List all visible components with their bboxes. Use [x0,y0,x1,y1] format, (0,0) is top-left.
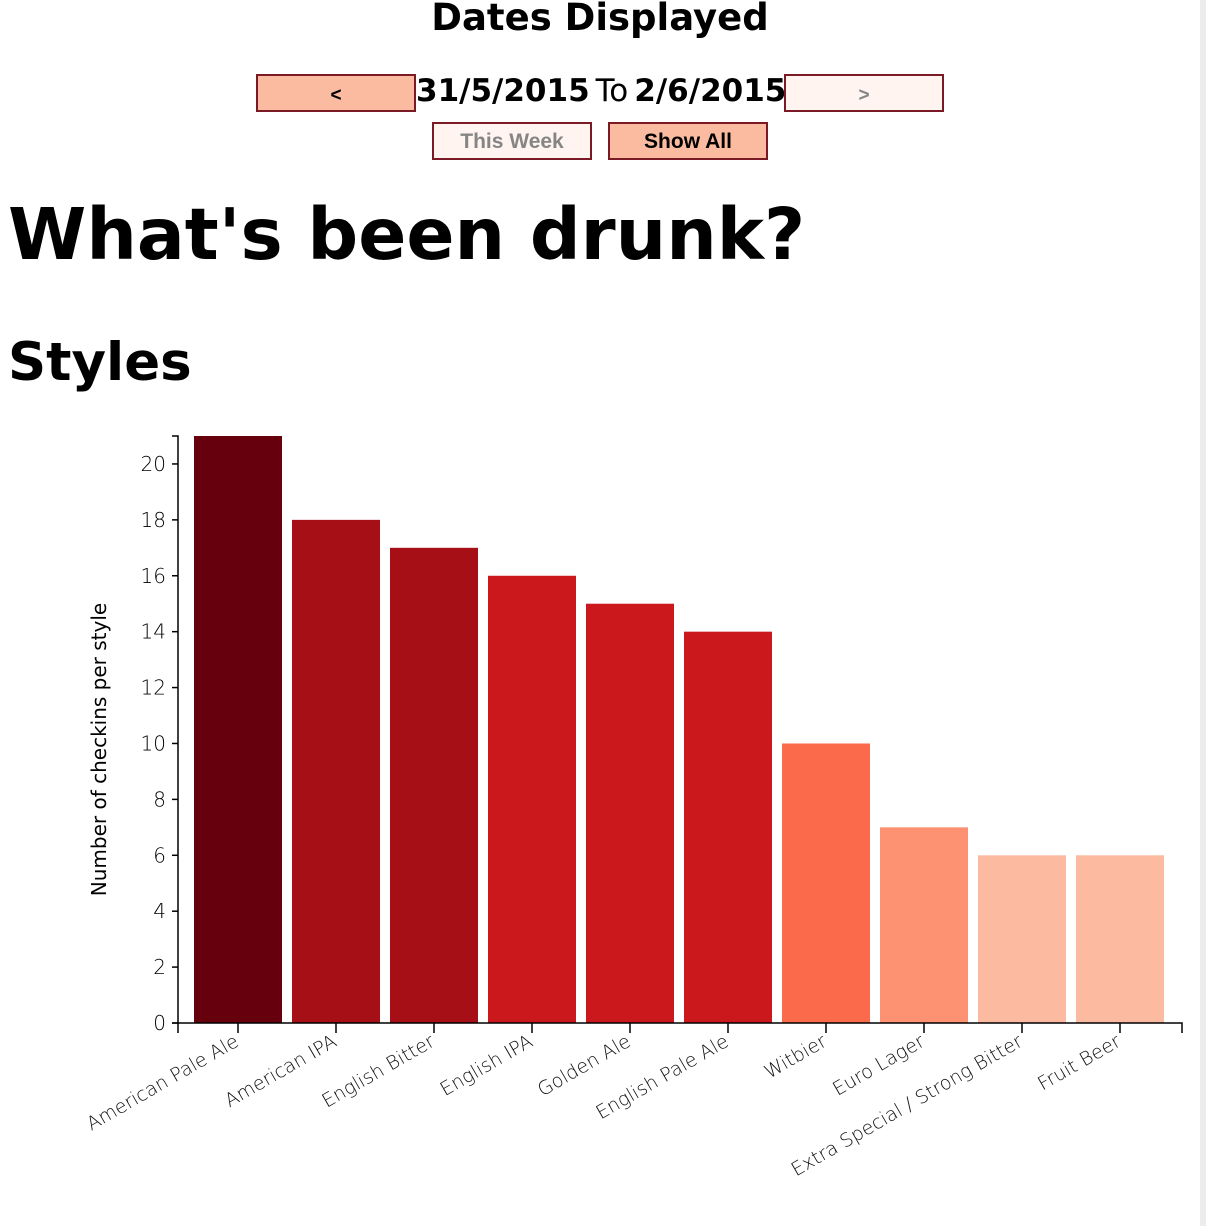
bar-5 [684,631,772,1023]
y-tick-label-16: 16 [141,564,166,588]
y-axis-title: Number of checkins per style [87,603,111,896]
y-tick-label-6: 6 [153,843,166,867]
bar-2 [390,547,478,1023]
y-tick-label-4: 4 [153,899,166,923]
end-date: 2/6/2015 [634,73,787,109]
y-tick-label-12: 12 [141,676,166,700]
y-axis-line [172,435,179,1024]
x-tick-label-9: Fruit Beer [1034,1030,1125,1095]
bar-9 [1076,855,1164,1023]
y-axis: 0 2 4 6 8 10 12 14 16 18 20 [141,435,179,1035]
bar-1 [292,519,380,1023]
bars-layer [194,436,1164,1023]
y-tick-label-10: 10 [141,731,166,755]
start-date: 31/5/2015 [416,73,590,109]
bar-4 [586,603,674,1023]
styles-bar-chart: 0 2 4 6 8 10 12 14 16 18 20 American Pale AleAmeri… [83,435,1183,1181]
y-tick-label-20: 20 [141,452,166,476]
x-tick-label-3: English IPA [436,1030,536,1100]
show-all-button[interactable]: Show All [608,122,768,160]
bar-8 [978,855,1066,1023]
y-tick-label-18: 18 [141,508,166,532]
y-tick-label-14: 14 [141,620,166,644]
y-tick-label-0: 0 [153,1011,166,1035]
bar-7 [880,827,968,1023]
page-scrollbar-edge [1200,0,1206,1226]
y-tick-label-2: 2 [153,955,166,979]
next-range-button[interactable]: > [784,74,944,112]
dates-displayed-title: Dates Displayed [431,0,769,39]
x-tick-label-0: American Pale Ale [83,1030,243,1135]
bar-3 [488,575,576,1023]
previous-range-button[interactable]: < [256,74,416,112]
x-tick-label-6: Witbier [761,1030,831,1083]
y-tick-label-8: 8 [153,787,166,811]
styles-section-title: Styles [8,332,192,393]
bar-6 [782,743,870,1023]
bar-0 [194,436,282,1023]
x-axis-line [177,1022,1183,1033]
this-week-button[interactable]: This Week [432,122,592,160]
to-label: To [595,73,629,109]
page-title: What's been drunk? [8,193,806,276]
date-navigation: < 31/5/2015 To 2/6/2015 > [0,72,1200,112]
date-range: 31/5/2015 To 2/6/2015 [416,72,787,110]
